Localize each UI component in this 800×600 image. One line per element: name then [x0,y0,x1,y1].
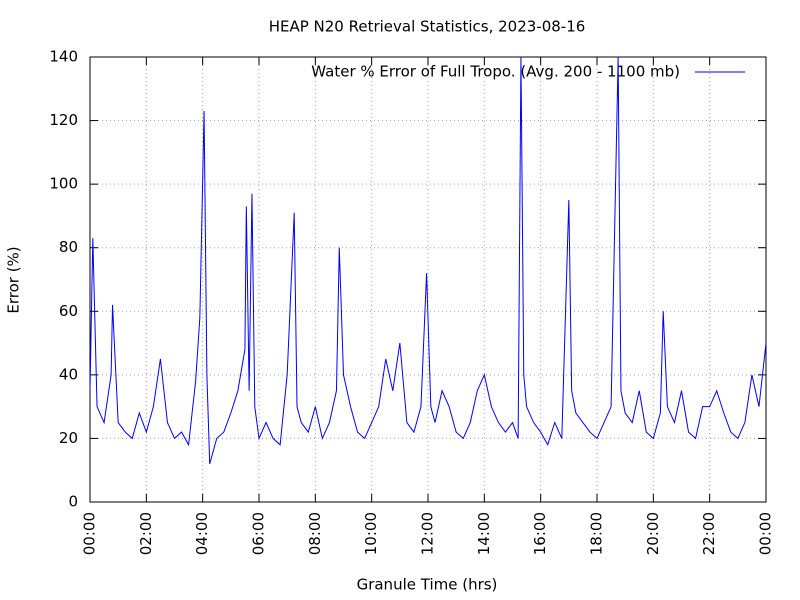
y-tick-label: 80 [59,238,78,256]
chart-title: HEAP N20 Retrieval Statistics, 2023-08-1… [269,18,586,36]
x-tick-label: 06:00 [250,512,268,555]
x-tick-label: 12:00 [419,512,437,555]
x-tick-label: 22:00 [700,512,718,555]
x-tick-label: 16:00 [531,512,549,555]
x-tick-label: 02:00 [137,512,155,555]
y-tick-label: 20 [59,429,78,447]
legend-label: Water % Error of Full Tropo. (Avg. 200 -… [311,63,680,81]
x-tick-label: 00:00 [757,512,775,555]
y-tick-label: 120 [49,111,78,129]
x-tick-label: 10:00 [362,512,380,555]
x-tick-label: 14:00 [475,512,493,555]
y-tick-label: 100 [49,175,78,193]
x-tick-label: 20:00 [644,512,662,555]
x-tick-label: 18:00 [588,512,606,555]
y-axis-label: Error (%) [5,246,23,313]
data-line [89,56,767,464]
x-tick-label: 00:00 [81,512,99,555]
x-axis-label: Granule Time (hrs) [357,576,498,594]
x-tick-label: 08:00 [306,512,324,555]
y-tick-label: 0 [68,493,78,511]
plot-frame [89,56,767,503]
y-tick-label: 60 [59,302,78,320]
y-tick-label: 40 [59,365,78,383]
x-tick-label: 04:00 [193,512,211,555]
y-tick-label: 140 [49,48,78,66]
